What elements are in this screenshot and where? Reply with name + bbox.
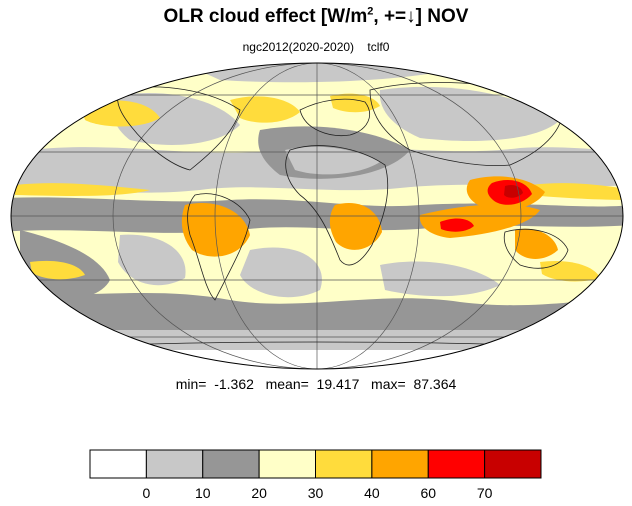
title-superscript: 2 — [367, 5, 374, 18]
colorbar-box — [371, 449, 429, 479]
colorbar-box — [484, 449, 542, 479]
colorbar-box — [315, 449, 373, 479]
colorbar-labels: 0 10 20 30 40 60 70 — [142, 485, 492, 501]
field-band-south-mid — [11, 292, 623, 330]
field-south-indian-gray — [380, 261, 500, 297]
field-sahara-light — [285, 146, 380, 175]
field-europe-gold — [330, 93, 380, 113]
colorbar-tick-label: 40 — [364, 485, 380, 501]
field-warm-pool-darkred — [504, 184, 523, 198]
colorbar-box — [427, 449, 486, 479]
colorbar-tick-label: 20 — [251, 485, 267, 501]
field-itcz-gold-east — [530, 183, 623, 200]
colorbar-boxes — [89, 449, 542, 479]
colorbar-box — [89, 449, 147, 479]
colorbar-tick-label: 60 — [420, 485, 436, 501]
field-south-ocean-gold-east — [540, 260, 600, 282]
coastline-europe — [299, 98, 370, 136]
chart-title: OLR cloud effect [W/m2, +=↓] NOV — [0, 6, 632, 28]
meridian-line — [214, 63, 420, 369]
colorbar-tick-label: 70 — [477, 485, 493, 501]
field-south-pacific-east — [118, 234, 186, 286]
field-amazon-orange — [181, 203, 250, 257]
field-itcz-gold — [15, 183, 150, 196]
statistics-line: min= -1.362 mean= 19.417 max= 87.364 — [175, 376, 457, 392]
coastline-australia — [503, 228, 569, 269]
field-south-ocean-gold-west — [30, 260, 85, 280]
field-asia-gray — [379, 86, 560, 141]
colorbar-tick-label: 0 — [142, 485, 150, 501]
colorbar-box — [145, 449, 204, 479]
field-north-atlantic-gold — [230, 96, 300, 123]
field-band-antarctic-inner — [11, 350, 623, 369]
coastline-africa — [285, 145, 389, 266]
colorbar-box — [258, 449, 316, 479]
world-map — [10, 62, 624, 370]
chart-subtitle: ngc2012(2020-2020) tclf0 — [242, 40, 390, 54]
colorbar-tick-label: 30 — [308, 485, 324, 501]
coastline-south-america — [187, 193, 251, 301]
field-australia-orange — [515, 228, 558, 259]
title-main: OLR cloud effect [W/m — [163, 6, 368, 27]
coastline-north-america — [117, 86, 241, 171]
title-rest: , +=↓] NOV — [373, 6, 469, 27]
colorbar-box — [202, 449, 260, 479]
globe-outline — [10, 62, 624, 370]
colorbar-tick-label: 10 — [195, 485, 211, 501]
field-indian-red — [440, 218, 474, 232]
field-south-atlantic-gray — [240, 247, 322, 298]
meridian-line — [112, 63, 522, 369]
field-africa-orange — [329, 203, 382, 250]
